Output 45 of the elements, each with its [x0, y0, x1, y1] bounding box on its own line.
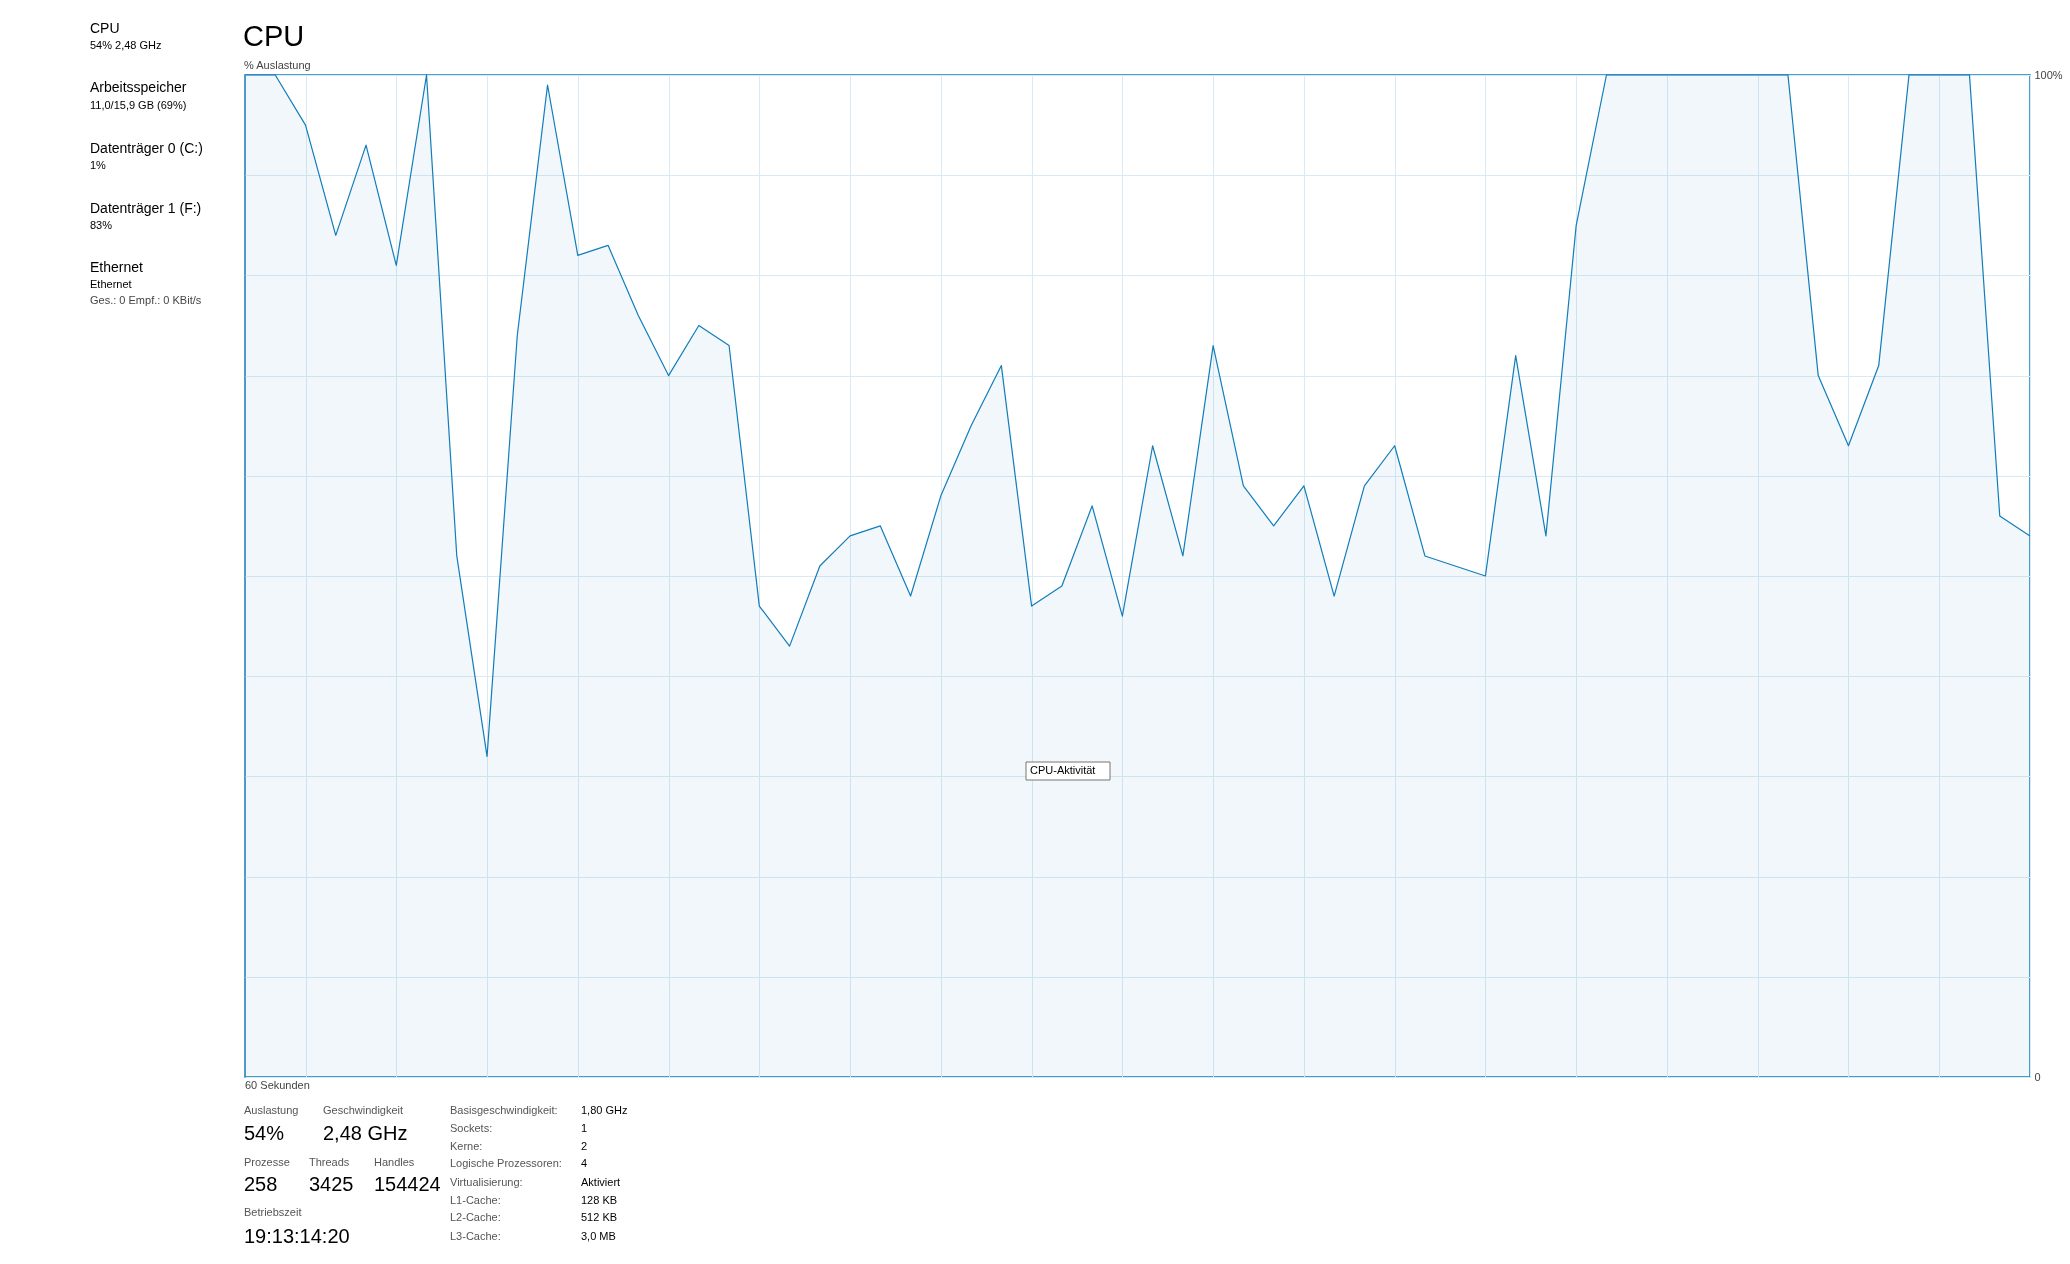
text: Virtualisierung: — [450, 1176, 523, 1188]
text: Logische Prozessoren: — [450, 1157, 562, 1169]
text: Auslastung — [244, 1104, 299, 1116]
text: Kerne: — [450, 1140, 483, 1152]
text: Datenträger 1 (F:) — [90, 200, 202, 216]
text: Basisgeschwindigkeit: — [450, 1104, 558, 1116]
text: Prozesse — [244, 1156, 290, 1168]
text: 54% 2,48 GHz — [90, 39, 162, 51]
text: 60 Sekunden — [245, 1079, 310, 1091]
text: L1-Cache: — [450, 1194, 501, 1206]
text: Sockets: — [450, 1122, 493, 1134]
text: L2-Cache: — [450, 1211, 501, 1223]
text: CPU — [90, 20, 120, 36]
text: Handles — [374, 1156, 415, 1168]
text: 258 — [244, 1173, 278, 1195]
chart-title: CPU — [243, 20, 305, 52]
text: Betriebszeit — [244, 1206, 302, 1218]
text: Arbeitsspeicher — [90, 79, 187, 95]
text: Ges.: 0 Empf.: 0 KBit/s — [90, 294, 202, 306]
text: 1% — [90, 159, 107, 171]
annotation: CPU-Aktivität — [1030, 764, 1096, 776]
text: 1 — [581, 1122, 588, 1134]
text: 154424 — [374, 1173, 441, 1195]
text: L3-Cache: — [450, 1230, 501, 1242]
text: 4 — [581, 1157, 588, 1169]
y-tick-label: 100% — [2034, 68, 2063, 81]
text: Ethernet — [90, 278, 132, 290]
text: 1,80 GHz — [581, 1104, 628, 1116]
text: Datenträger 0 (C:) — [90, 140, 203, 156]
text: 3425 — [309, 1173, 354, 1195]
text: 19:13:14:20 — [244, 1225, 350, 1247]
text: Geschwindigkeit — [323, 1104, 404, 1116]
text: 512 KB — [581, 1211, 618, 1223]
y-axis-title: % Auslastung — [244, 59, 311, 71]
text: 2,48 GHz — [323, 1122, 408, 1144]
text: Ethernet — [90, 259, 144, 275]
text: 3,0 MB — [581, 1230, 616, 1242]
text: Aktiviert — [581, 1176, 621, 1188]
text: 83% — [90, 219, 113, 231]
text: 11,0/15,9 GB (69%) — [90, 99, 187, 111]
y-tick-label: 0 — [2034, 1070, 2041, 1083]
text: 2 — [581, 1140, 588, 1152]
text: Threads — [309, 1156, 350, 1168]
text: 128 KB — [581, 1194, 618, 1206]
text: 54% — [244, 1122, 285, 1144]
